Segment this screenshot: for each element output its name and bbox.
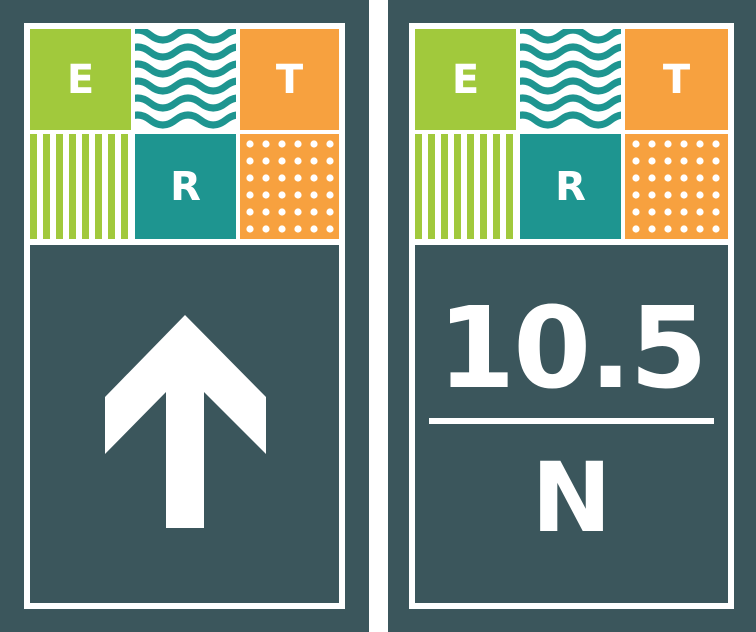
- tile-stripes: [415, 134, 516, 239]
- sign-frame: E T: [24, 23, 345, 609]
- waves-pattern-icon: [135, 29, 236, 129]
- tile-t-letter: T: [275, 56, 304, 103]
- trail-sign-arrow: E T: [0, 0, 369, 632]
- tile-waves: [520, 29, 621, 130]
- stripes-pattern-icon: [30, 134, 128, 239]
- direction-letter: N: [531, 442, 612, 554]
- tile-r-letter: R: [555, 163, 586, 210]
- arrow-up-icon: [105, 315, 266, 528]
- tile-e-letter: E: [66, 56, 95, 103]
- tile-dots: [625, 134, 728, 239]
- stripes-pattern-icon: [415, 134, 513, 239]
- tile-t: T: [625, 29, 728, 130]
- waves-pattern-icon: [520, 29, 621, 129]
- sign-body: 10.5 N: [415, 245, 728, 603]
- dots-pattern-icon: [632, 140, 720, 233]
- tile-r: R: [520, 134, 621, 239]
- tile-r: R: [135, 134, 236, 239]
- sign-frame: E T: [409, 23, 734, 609]
- grid-divider: [415, 239, 728, 245]
- tile-e: E: [30, 29, 131, 130]
- tile-e: E: [415, 29, 516, 130]
- tile-t: T: [240, 29, 339, 130]
- tile-stripes: [30, 134, 131, 239]
- dots-pattern-icon: [246, 140, 334, 233]
- tile-t-letter: T: [662, 56, 691, 103]
- sign-body: [30, 245, 339, 603]
- trail-sign-distance: E T: [388, 0, 756, 632]
- grid-divider: [30, 239, 339, 245]
- distance-value: 10.5: [437, 284, 707, 414]
- tile-r-letter: R: [170, 163, 201, 210]
- tile-e-letter: E: [451, 56, 480, 103]
- logo-grid: E T: [30, 29, 339, 239]
- distance-divider: [429, 418, 714, 424]
- tile-waves: [135, 29, 236, 130]
- tile-dots: [240, 134, 339, 239]
- logo-grid: E T: [415, 29, 728, 239]
